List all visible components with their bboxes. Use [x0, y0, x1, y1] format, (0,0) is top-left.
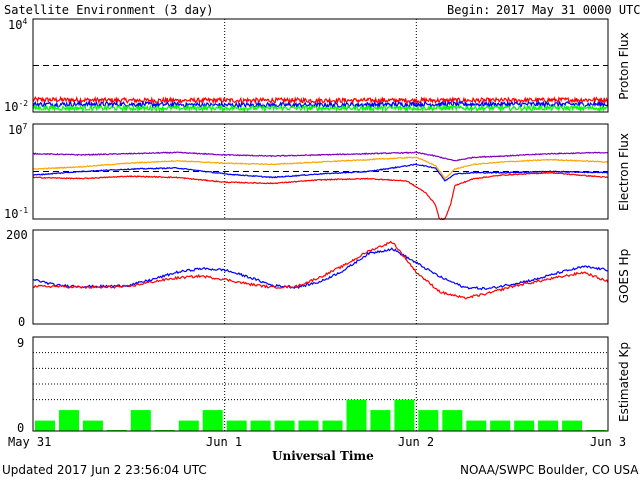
kp-bar — [130, 410, 151, 431]
goes_hp-series-red — [32, 240, 609, 300]
kp-bar — [226, 420, 247, 431]
xtick-jun3: Jun 3 — [590, 435, 627, 449]
electron-panel-frame — [32, 123, 609, 220]
electron-series-red — [32, 171, 609, 221]
kp-bar — [538, 420, 559, 431]
kp-panel-frame — [32, 336, 609, 432]
electron-series-purple — [33, 151, 609, 162]
proton-series-green — [32, 103, 609, 113]
kp-bar — [322, 420, 343, 431]
proton-ytick-top: 104 — [8, 17, 28, 32]
xtick-may31: May 31 — [8, 435, 52, 449]
goes-hp-label: GOES Hp — [617, 248, 631, 304]
kp-bar — [202, 410, 223, 431]
credit-text: NOAA/SWPC Boulder, CO USA — [460, 463, 639, 477]
kp-bar — [298, 420, 319, 431]
kp-bar — [514, 420, 535, 431]
goes_hp-series-blue — [32, 247, 609, 291]
hp-ytick-top: 200 — [6, 228, 28, 242]
kp-bar — [274, 420, 295, 431]
updated-timestamp: Updated 2017 Jun 2 23:56:04 UTC — [2, 463, 207, 477]
kp-bar — [490, 420, 511, 431]
kp-bar — [562, 420, 583, 431]
kp-bar — [82, 420, 103, 431]
kp-bar — [178, 420, 199, 431]
kp-bar — [466, 420, 487, 431]
kp-bar — [35, 420, 55, 431]
electron-ytick-top: 107 — [8, 122, 28, 137]
kp-bar — [370, 410, 391, 431]
electron-series-orange — [33, 156, 609, 180]
kp-bar — [59, 410, 79, 431]
begin-value: 2017 May 31 0000 UTC — [496, 3, 640, 17]
electron-ytick-bottom: 10-1 — [4, 206, 29, 221]
electron-flux-label: Electron Flux — [617, 133, 631, 211]
x-axis-label: Universal Time — [272, 449, 374, 463]
chart-title: Satellite Environment (3 day) — [4, 3, 214, 17]
electron-series-blue — [32, 163, 609, 182]
kp-bar — [418, 410, 439, 431]
xtick-jun2: Jun 2 — [398, 435, 435, 449]
kp-bar — [394, 399, 415, 431]
proton-flux-label: Proton Flux — [617, 32, 631, 100]
proton-ytick-bottom: 10-2 — [4, 99, 29, 114]
estimated-kp-label: Estimated Kp — [617, 342, 631, 422]
begin-label: Begin: — [447, 3, 491, 17]
proton-series-red — [32, 95, 609, 105]
kp-bar — [250, 420, 271, 431]
kp-bar — [442, 410, 463, 431]
proton-panel-frame — [32, 18, 609, 113]
hp-ytick-bottom: 0 — [18, 315, 26, 329]
xtick-jun1: Jun 1 — [206, 435, 243, 449]
kp-bar — [346, 399, 367, 431]
goes_hp-panel-frame — [32, 229, 609, 325]
kp-ytick-bottom: 0 — [17, 421, 25, 435]
kp-ytick-top: 9 — [17, 336, 25, 350]
